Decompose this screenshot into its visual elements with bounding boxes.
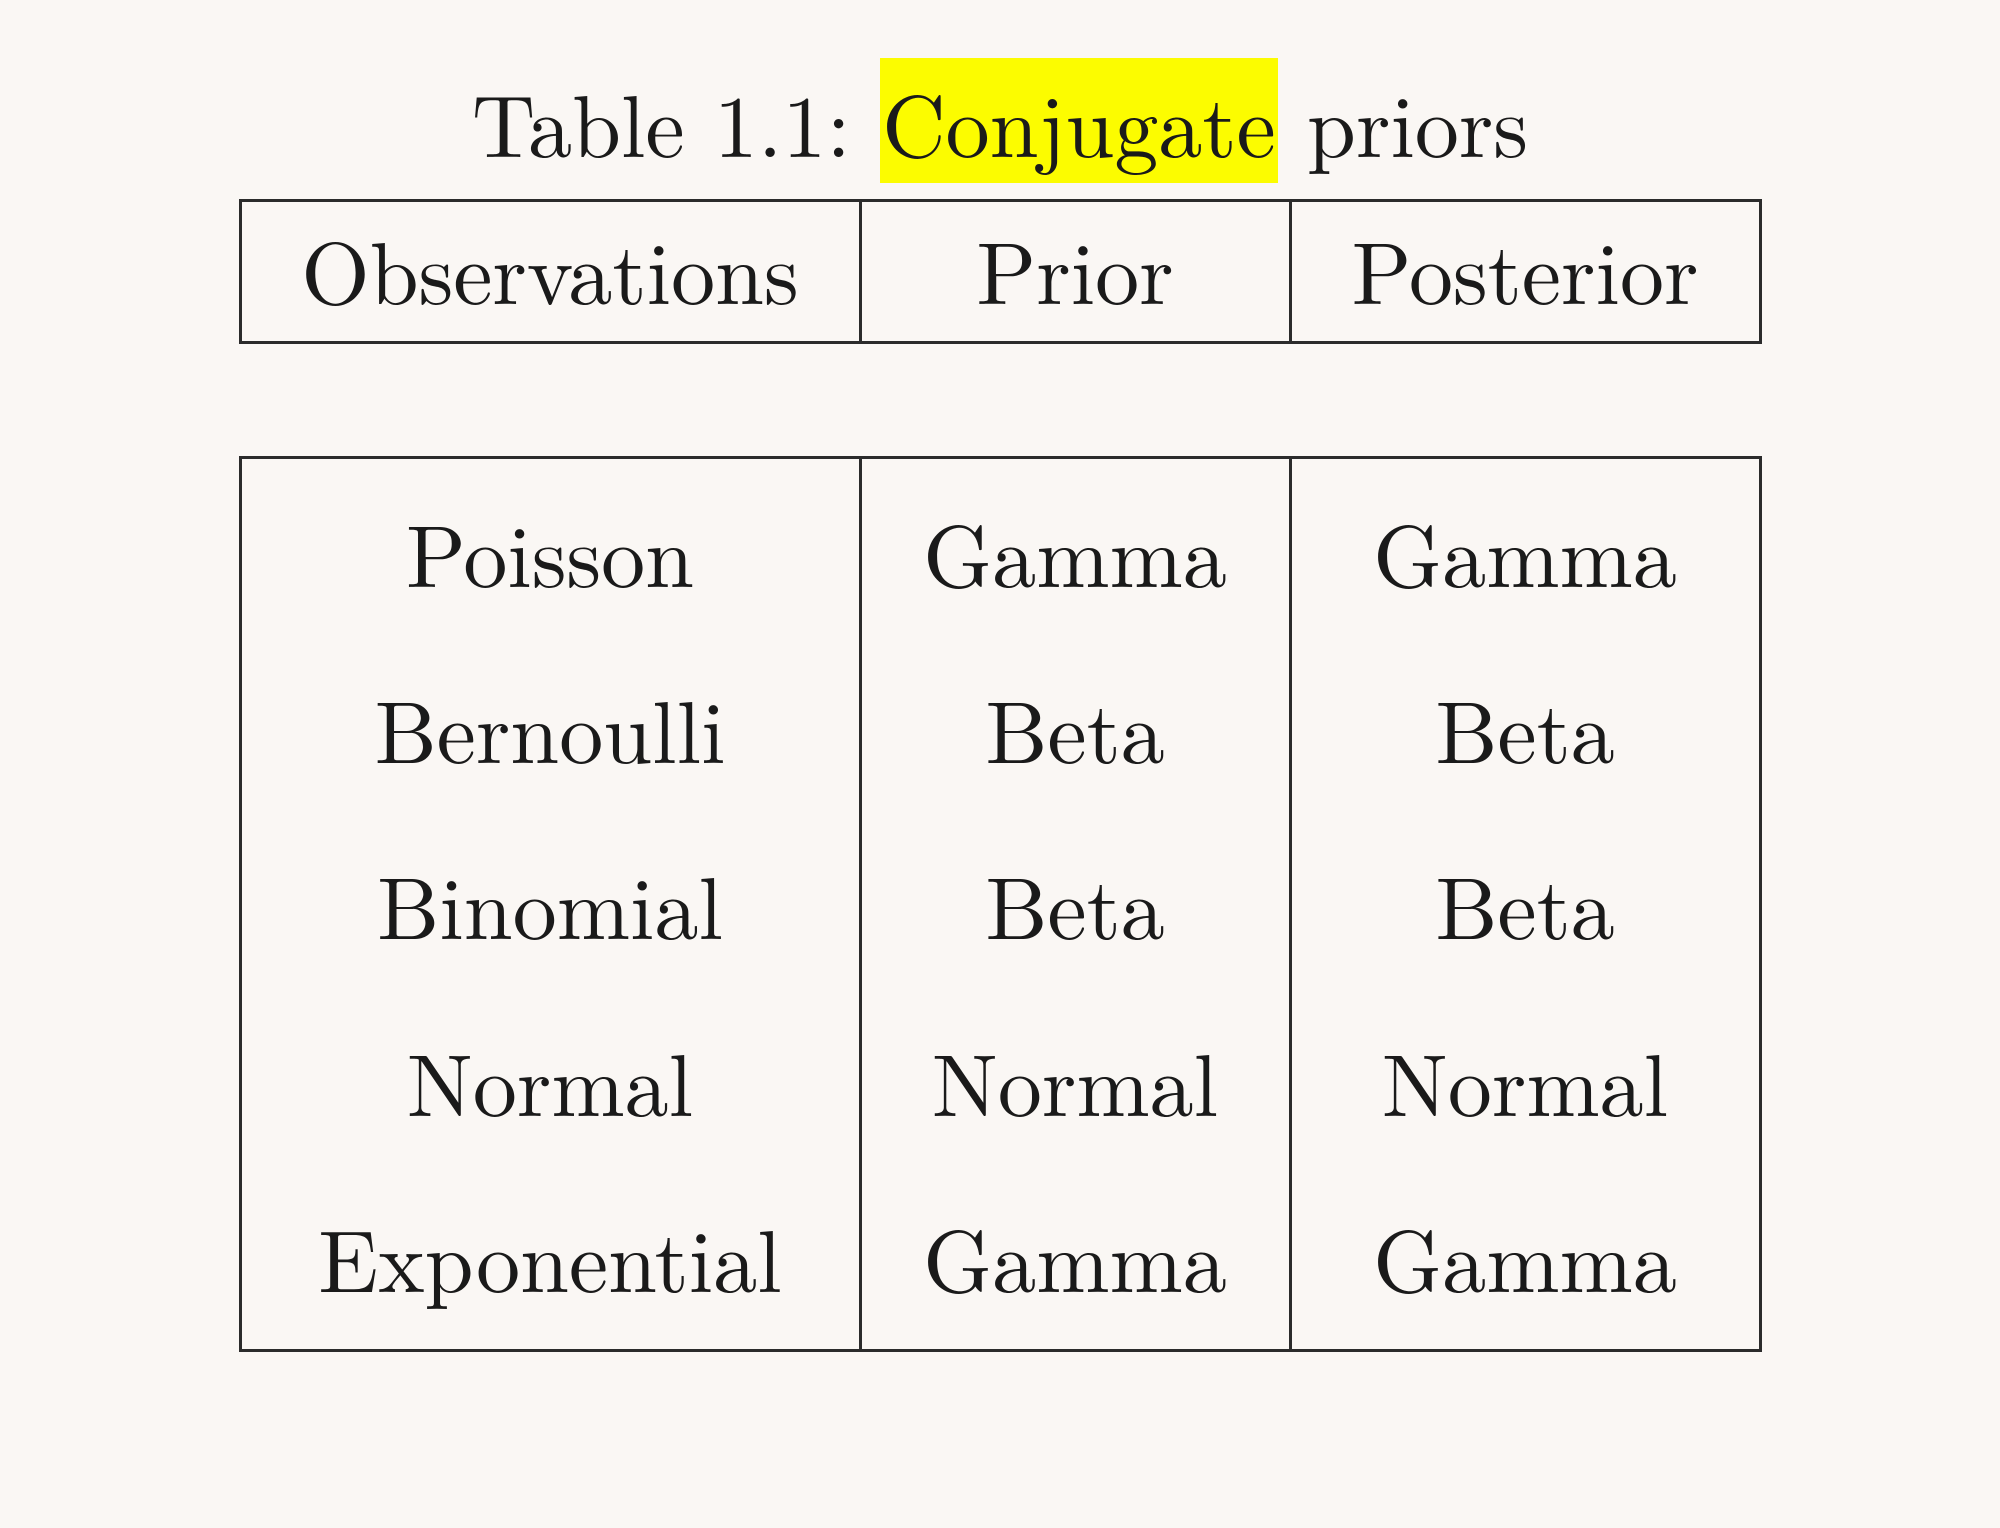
caption-suffix: priors xyxy=(1278,58,1528,183)
table-row: Exponential Gamma Gamma xyxy=(240,1168,1760,1350)
cell-posterior: Beta xyxy=(1290,815,1760,991)
page: Table 1.1: Conjugate priors Observations… xyxy=(0,0,2000,1528)
caption-prefix: Table 1.1: xyxy=(472,58,880,183)
col-header-observations: Observations xyxy=(240,201,860,342)
caption-highlight: Conjugate xyxy=(880,58,1278,183)
table-row: Bernoulli Beta Beta xyxy=(240,639,1760,815)
col-header-posterior: Posterior xyxy=(1290,201,1760,342)
conjugate-priors-table: Observations Prior Posterior Poisson Gam… xyxy=(239,199,1762,1351)
table-caption: Table 1.1: Conjugate priors xyxy=(0,70,2000,171)
cell-posterior: Gamma xyxy=(1290,457,1760,639)
cell-observations: Normal xyxy=(240,992,860,1168)
table-header-row: Observations Prior Posterior xyxy=(240,201,1760,342)
table-row: Poisson Gamma Gamma xyxy=(240,457,1760,639)
cell-observations: Poisson xyxy=(240,457,860,639)
table-row: Binomial Beta Beta xyxy=(240,815,1760,991)
cell-prior: Gamma xyxy=(860,1168,1290,1350)
cell-prior: Gamma xyxy=(860,457,1290,639)
table-row: Normal Normal Normal xyxy=(240,992,1760,1168)
cell-prior: Beta xyxy=(860,815,1290,991)
cell-posterior: Normal xyxy=(1290,992,1760,1168)
cell-observations: Binomial xyxy=(240,815,860,991)
cell-posterior: Beta xyxy=(1290,639,1760,815)
col-header-prior: Prior xyxy=(860,201,1290,342)
table-header-gap xyxy=(240,342,1760,457)
cell-posterior: Gamma xyxy=(1290,1168,1760,1350)
cell-observations: Exponential xyxy=(240,1168,860,1350)
cell-observations: Bernoulli xyxy=(240,639,860,815)
cell-prior: Beta xyxy=(860,639,1290,815)
cell-prior: Normal xyxy=(860,992,1290,1168)
